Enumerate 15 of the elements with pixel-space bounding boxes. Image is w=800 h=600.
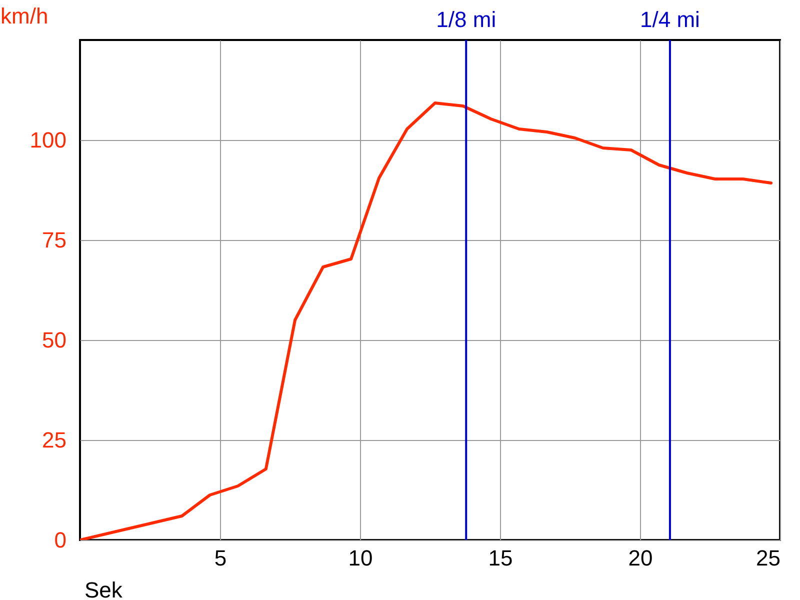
x-tick-label: 5 bbox=[214, 546, 227, 570]
line-series bbox=[80, 102, 773, 540]
y-tick-label: 100 bbox=[30, 128, 66, 152]
y-tick-label: 25 bbox=[42, 428, 66, 452]
ref-line-label: 1/8 mi bbox=[436, 7, 496, 32]
x-axis-title: Sek bbox=[84, 578, 124, 600]
x-tick-label: 10 bbox=[348, 546, 373, 570]
ref-line-label: 1/4 mi bbox=[640, 7, 700, 32]
y-tick-label: 50 bbox=[42, 328, 66, 352]
x-tick-label: 15 bbox=[488, 546, 513, 570]
y-axis-title: km/h bbox=[0, 4, 48, 28]
y-tick-label: 75 bbox=[42, 228, 66, 252]
y-tick-label: 0 bbox=[54, 528, 66, 552]
x-tick-label: 20 bbox=[628, 546, 653, 570]
x-tick-label: 25 bbox=[756, 546, 780, 570]
